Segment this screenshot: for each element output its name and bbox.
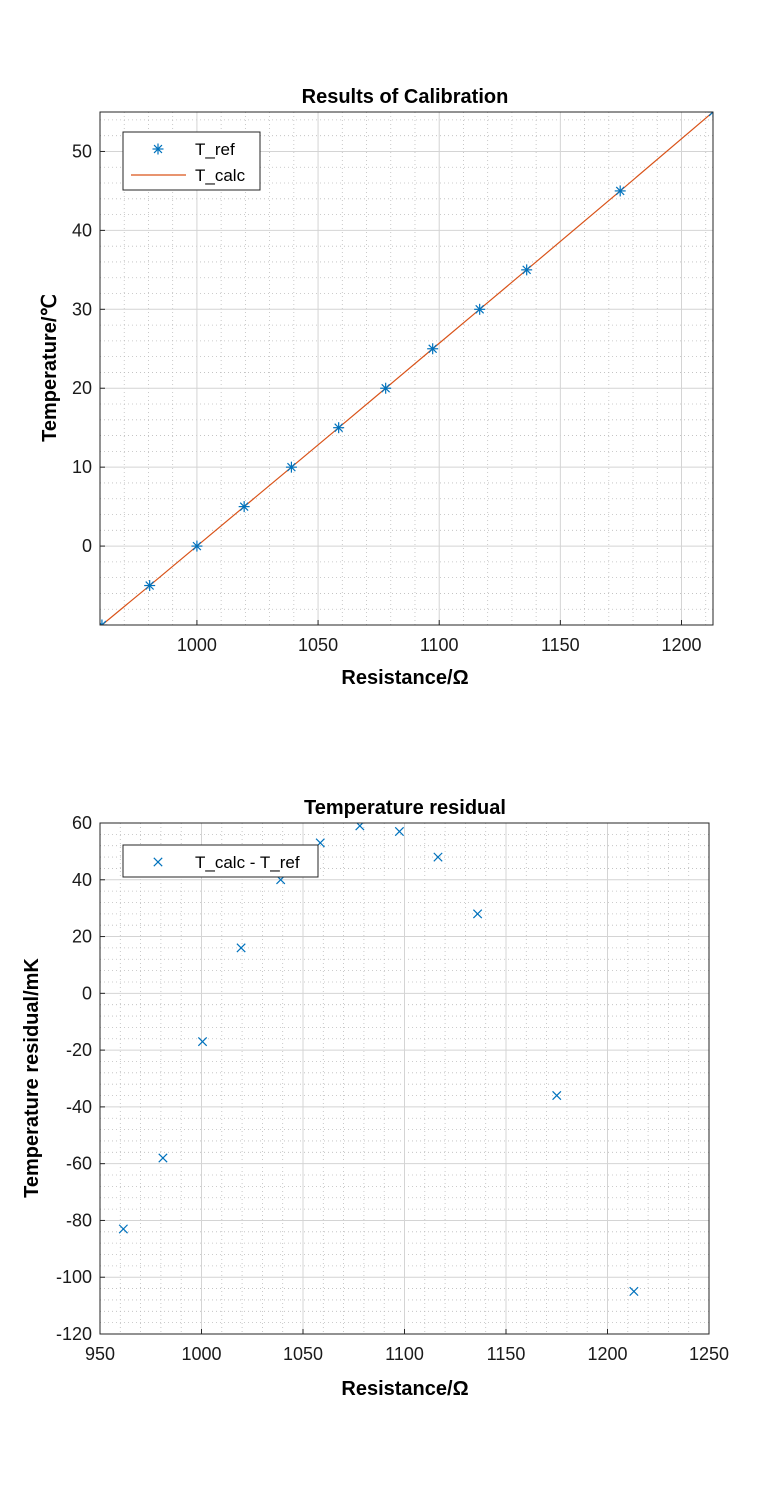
legend-marker bbox=[152, 143, 164, 155]
legend-label: T_calc - T_ref bbox=[195, 853, 300, 872]
legend-box bbox=[122, 844, 319, 878]
grid bbox=[99, 112, 713, 626]
y-tick-label: 20 bbox=[72, 927, 92, 947]
data-point bbox=[707, 112, 713, 118]
x-axis-label: Resistance/Ω bbox=[341, 667, 468, 689]
data-point bbox=[100, 619, 108, 625]
y-tick-label: 40 bbox=[72, 220, 92, 240]
data-point bbox=[197, 1036, 208, 1047]
x-tick-label: 1150 bbox=[487, 1344, 526, 1364]
x-tick-label: 1250 bbox=[689, 1344, 729, 1364]
y-tick-label: 40 bbox=[72, 870, 92, 890]
tick-labels: 1000 1050 1100 1150 1200 0 10 20 30 40 50 bbox=[72, 141, 702, 655]
legend: T_calc - T_ref bbox=[122, 844, 319, 878]
x-tick-label: 1050 bbox=[283, 1344, 323, 1364]
y-axis-label: Temperature/℃ bbox=[39, 294, 61, 442]
data-point bbox=[472, 909, 483, 919]
data-point bbox=[474, 303, 486, 315]
y-tick-label: 30 bbox=[72, 299, 92, 319]
y-tick-label: -80 bbox=[66, 1210, 92, 1230]
data-point bbox=[158, 1153, 168, 1163]
legend-label: T_calc bbox=[195, 166, 246, 185]
legend-label: T_ref bbox=[195, 140, 235, 159]
x-tick-label: 1000 bbox=[181, 1344, 221, 1364]
y-tick-label: -60 bbox=[66, 1154, 92, 1174]
legend: T_ref T_calc bbox=[122, 131, 261, 191]
x-tick-label: 1100 bbox=[385, 1344, 424, 1364]
y-axis-label: Temperature residual/mK bbox=[21, 958, 43, 1198]
y-tick-label: 20 bbox=[72, 378, 92, 398]
y-tick-label: -120 bbox=[56, 1324, 92, 1344]
y-tick-label: 10 bbox=[72, 457, 92, 477]
chart-title: Results of Calibration bbox=[302, 86, 509, 108]
data-point bbox=[552, 1090, 562, 1101]
legend-box bbox=[122, 131, 261, 191]
data-point bbox=[380, 382, 392, 394]
chart-title: Temperature residual bbox=[304, 797, 506, 819]
residual-chart: Temperature residual 950 1000 1050 1100 1150… bbox=[21, 797, 729, 1400]
x-tick-label: 950 bbox=[85, 1344, 115, 1364]
data-point bbox=[521, 264, 533, 276]
data-point bbox=[394, 826, 405, 837]
data-point bbox=[118, 1224, 128, 1234]
data-point bbox=[236, 943, 246, 953]
calibration-chart: Results of Calibration 1000 1050 1100 1150 1… bbox=[39, 86, 714, 689]
data-point bbox=[427, 343, 439, 355]
data-point bbox=[285, 461, 297, 473]
data-point bbox=[191, 540, 203, 552]
x-tick-label: 1200 bbox=[587, 1344, 627, 1364]
x-tick-label: 1150 bbox=[541, 635, 580, 655]
y-tick-label: 0 bbox=[82, 983, 92, 1003]
grid bbox=[99, 822, 710, 1335]
data-point bbox=[238, 501, 250, 513]
data-point bbox=[614, 185, 626, 197]
y-tick-label: -100 bbox=[56, 1267, 92, 1287]
legend-marker bbox=[153, 857, 163, 867]
data-point bbox=[629, 1286, 639, 1297]
data-point bbox=[433, 852, 443, 862]
x-tick-label: 1100 bbox=[420, 635, 459, 655]
data-point bbox=[333, 422, 345, 434]
x-tick-label: 1050 bbox=[298, 635, 338, 655]
y-tick-label: -40 bbox=[66, 1097, 92, 1117]
plot-area bbox=[100, 112, 713, 625]
y-tick-label: -20 bbox=[66, 1040, 92, 1060]
axes-frame bbox=[99, 111, 714, 626]
series-line-t-calc bbox=[101, 112, 713, 625]
plot-area bbox=[118, 823, 639, 1297]
y-tick-label: 60 bbox=[72, 813, 92, 833]
tick-labels: 950 1000 1050 1100 1150 1200 1250 -120 -100 -80 -6… bbox=[56, 813, 729, 1364]
x-tick-label: 1000 bbox=[177, 635, 217, 655]
y-tick-label: 0 bbox=[82, 536, 92, 556]
data-point bbox=[144, 580, 156, 592]
x-tick-label: 1200 bbox=[661, 635, 701, 655]
y-tick-label: 50 bbox=[72, 141, 92, 161]
x-axis-label: Resistance/Ω bbox=[341, 1378, 468, 1400]
